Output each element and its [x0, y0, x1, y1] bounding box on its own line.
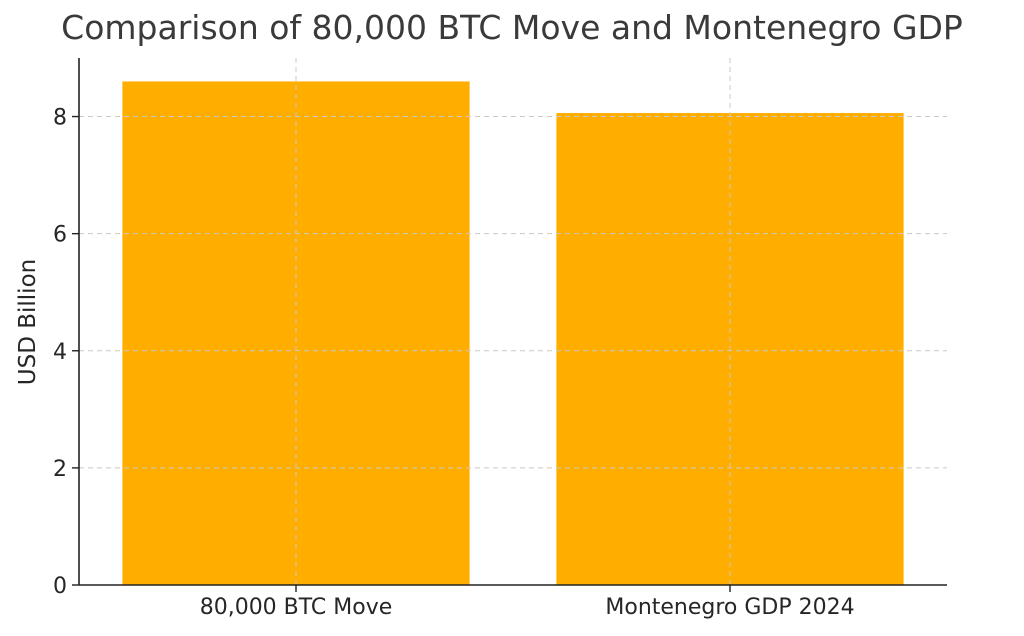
y-tick-label-0: 0 [53, 574, 67, 599]
x-tick-label-0: 80,000 BTC Move [200, 595, 393, 620]
y-tick-label-3: 6 [53, 223, 67, 248]
x-tick-label-1: Montenegro GDP 2024 [605, 595, 854, 620]
y-tick-label-2: 4 [53, 340, 67, 365]
chart-title: Comparison of 80,000 BTC Move and Monten… [61, 8, 963, 47]
y-tick-label-4: 8 [53, 106, 67, 131]
y-tick-label-1: 2 [53, 457, 67, 482]
